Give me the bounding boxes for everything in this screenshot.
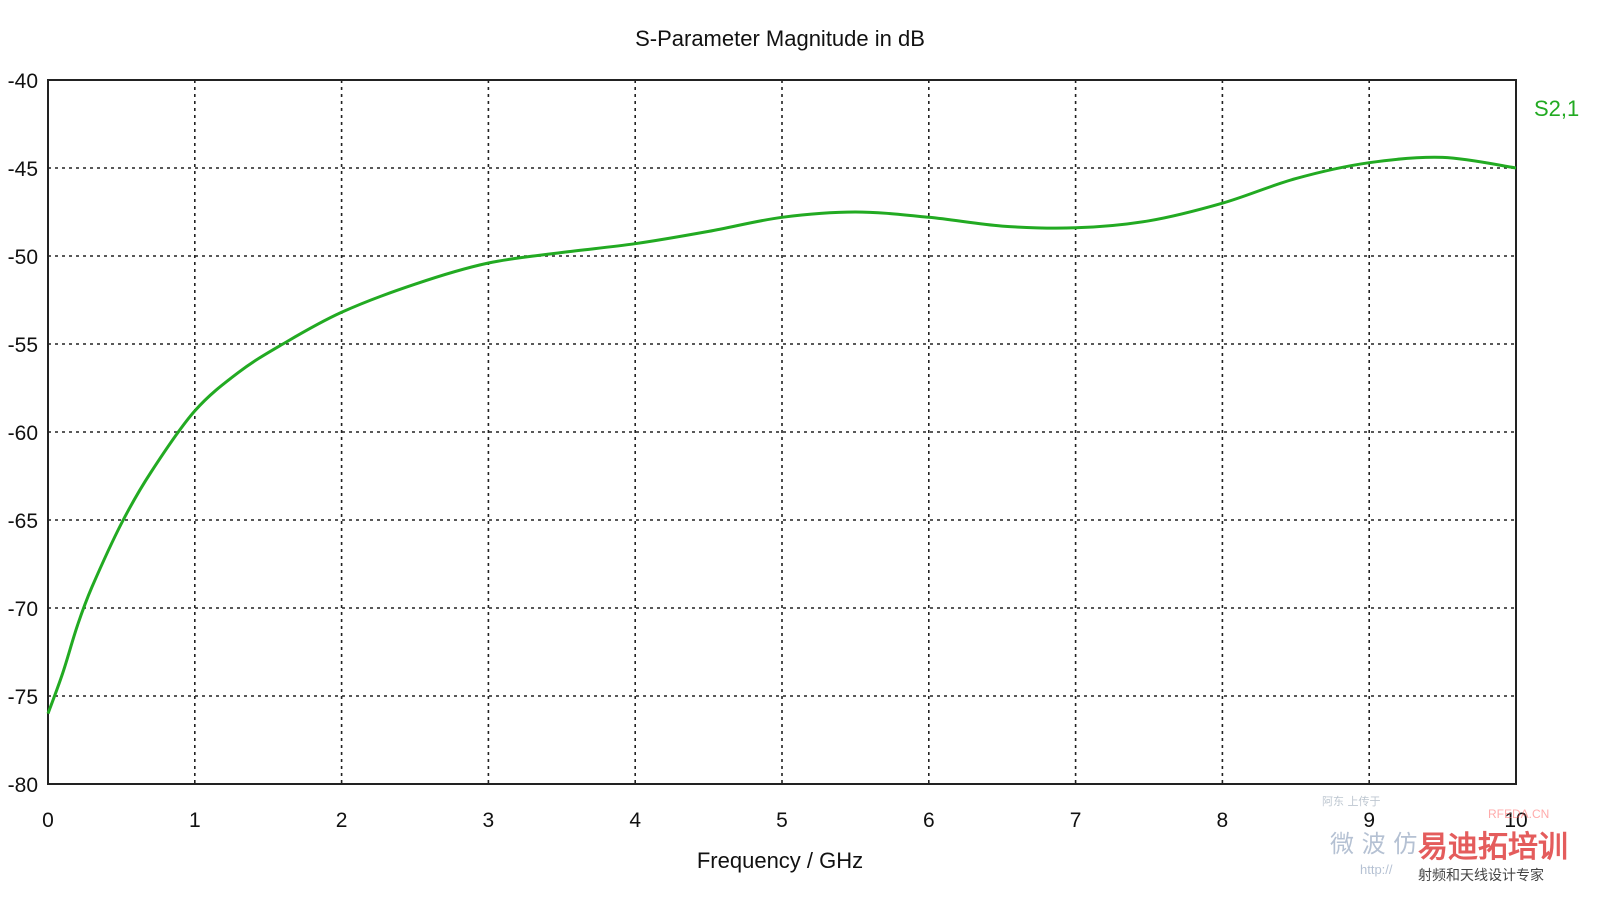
x-tick-label: 6	[923, 809, 935, 832]
y-tick-label: -80	[8, 774, 38, 797]
x-tick-label: 8	[1217, 809, 1229, 832]
y-tick-label: -50	[8, 246, 38, 269]
watermark: 阿东 上传于 RFEDA.CN 微 波 仿 http://	[1322, 795, 1549, 877]
x-axis-ticks: 0 1 2 3 4 5 6 7 8 9 10	[42, 809, 1528, 832]
y-tick-label: -75	[8, 686, 38, 709]
y-tick-label: -65	[8, 510, 38, 533]
grid	[48, 80, 1516, 784]
y-tick-label: -45	[8, 158, 38, 181]
plot-frame	[47, 79, 1517, 785]
watermark-main-cn: 微 波 仿	[1330, 830, 1417, 858]
x-tick-label: 5	[776, 809, 788, 832]
x-tick-label: 1	[189, 809, 201, 832]
watermark-subtitle: 射频和天线设计专家	[1418, 867, 1544, 884]
x-tick-label: 0	[42, 809, 54, 832]
x-tick-label: 3	[483, 809, 495, 832]
y-tick-label: -40	[8, 70, 38, 93]
x-tick-label: 2	[336, 809, 348, 832]
watermark-rfeda: RFEDA.CN	[1488, 807, 1549, 821]
series-line-s21	[46, 155, 1517, 715]
x-tick-label: 9	[1363, 809, 1375, 832]
series-label-s21: S2,1	[1534, 96, 1579, 121]
x-axis-label: Frequency / GHz	[697, 848, 863, 873]
x-tick-label: 7	[1070, 809, 1082, 832]
y-axis-ticks: -40 -45 -50 -55 -60 -65 -70 -75 -80	[8, 70, 38, 797]
x-tick-label: 10	[1504, 809, 1527, 832]
watermark-brand: 易迪拓培训	[1418, 830, 1568, 865]
y-tick-label: -60	[8, 422, 38, 445]
watermark-top-line: 阿东 上传于	[1322, 795, 1381, 808]
chart-title: S-Parameter Magnitude in dB	[635, 26, 925, 51]
y-tick-label: -55	[8, 334, 38, 357]
y-tick-label: -70	[8, 598, 38, 621]
series-group: S2,1	[46, 96, 1579, 715]
x-tick-label: 4	[629, 809, 641, 832]
watermark-url: http://	[1360, 862, 1393, 877]
